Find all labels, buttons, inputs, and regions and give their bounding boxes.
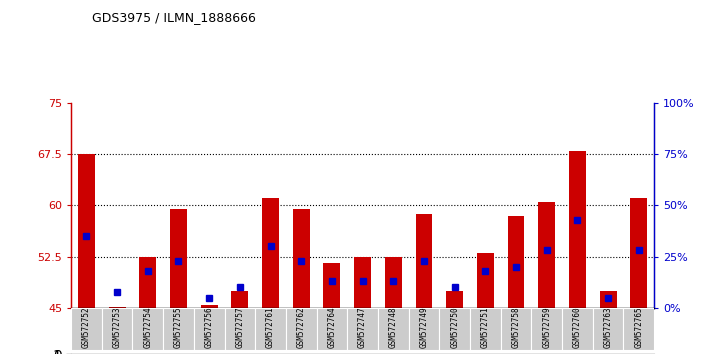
Text: GSM572761: GSM572761 xyxy=(266,306,275,348)
Text: GSM572758: GSM572758 xyxy=(511,306,520,348)
FancyBboxPatch shape xyxy=(593,308,624,350)
Text: GSM572753: GSM572753 xyxy=(112,306,122,348)
FancyBboxPatch shape xyxy=(624,308,654,350)
Text: GSM572748: GSM572748 xyxy=(389,306,397,348)
Text: GSM572747: GSM572747 xyxy=(358,306,367,348)
Bar xyxy=(569,150,586,308)
FancyBboxPatch shape xyxy=(255,308,286,350)
Bar xyxy=(139,257,156,308)
Text: GSM572757: GSM572757 xyxy=(235,306,245,348)
Bar xyxy=(232,291,248,308)
Bar xyxy=(599,291,616,308)
Text: GDS3975 / ILMN_1888666: GDS3975 / ILMN_1888666 xyxy=(92,11,256,24)
FancyBboxPatch shape xyxy=(562,308,593,350)
Bar xyxy=(170,209,187,308)
FancyBboxPatch shape xyxy=(347,308,378,350)
Bar xyxy=(538,202,555,308)
FancyBboxPatch shape xyxy=(286,308,316,350)
FancyBboxPatch shape xyxy=(378,308,409,350)
Bar xyxy=(415,213,432,308)
Text: GSM572759: GSM572759 xyxy=(542,306,551,348)
Bar xyxy=(508,216,525,308)
FancyBboxPatch shape xyxy=(470,308,501,350)
FancyBboxPatch shape xyxy=(194,308,225,350)
FancyBboxPatch shape xyxy=(531,308,562,350)
Bar xyxy=(477,253,493,308)
Text: GSM572751: GSM572751 xyxy=(481,306,490,348)
FancyBboxPatch shape xyxy=(132,308,163,350)
Text: GSM572765: GSM572765 xyxy=(634,306,643,348)
Bar xyxy=(324,263,341,308)
Bar xyxy=(631,199,647,308)
FancyBboxPatch shape xyxy=(409,308,439,350)
FancyBboxPatch shape xyxy=(316,308,347,350)
Bar xyxy=(293,209,310,308)
FancyBboxPatch shape xyxy=(439,308,470,350)
Bar xyxy=(201,304,218,308)
FancyBboxPatch shape xyxy=(71,308,102,350)
Bar xyxy=(262,199,279,308)
Text: GSM572755: GSM572755 xyxy=(174,306,183,348)
Bar xyxy=(385,257,402,308)
Bar xyxy=(447,291,463,308)
Bar xyxy=(354,257,371,308)
FancyBboxPatch shape xyxy=(102,308,132,350)
FancyBboxPatch shape xyxy=(501,308,531,350)
Text: GSM572752: GSM572752 xyxy=(82,306,91,348)
FancyBboxPatch shape xyxy=(225,308,255,350)
Text: GSM572760: GSM572760 xyxy=(573,306,582,348)
Text: GSM572762: GSM572762 xyxy=(296,306,306,348)
Text: GSM572754: GSM572754 xyxy=(144,306,152,348)
Text: GSM572763: GSM572763 xyxy=(604,306,613,348)
Text: GSM572756: GSM572756 xyxy=(205,306,214,348)
Text: GSM572750: GSM572750 xyxy=(450,306,459,348)
Text: GSM572749: GSM572749 xyxy=(419,306,429,348)
Text: GSM572764: GSM572764 xyxy=(328,306,336,348)
Bar xyxy=(109,307,126,308)
Bar xyxy=(78,154,95,308)
FancyBboxPatch shape xyxy=(163,308,194,350)
